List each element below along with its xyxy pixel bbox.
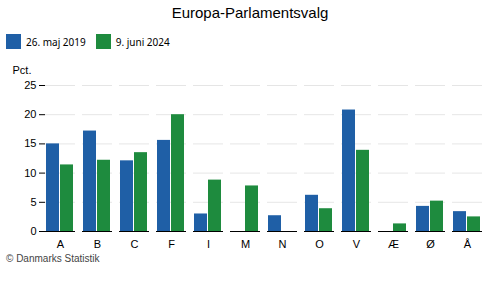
html-text:9. juni 2024: 9. juni 2024 [115, 34, 170, 49]
html-text:26. maj 2019: 26. maj 2019 [26, 34, 86, 49]
svg-text:Ø: Ø [426, 238, 435, 250]
svg-text:Æ: Æ [388, 238, 399, 250]
svg-text:N: N [279, 238, 287, 250]
html-text:Europa-Parlamentsvalg: Europa-Parlamentsvalg [171, 4, 329, 21]
svg-text:Pct.: Pct. [13, 64, 32, 76]
svg-text:I: I [207, 238, 210, 250]
svg-text:0: 0 [30, 225, 36, 237]
svg-text:F: F [168, 238, 175, 250]
svg-text:25: 25 [24, 79, 36, 91]
svg-text:Å: Å [464, 238, 472, 250]
svg-text:V: V [353, 238, 361, 250]
svg-text:5: 5 [30, 196, 36, 208]
svg-text:10: 10 [24, 167, 36, 179]
svg-text:A: A [57, 238, 65, 250]
svg-text:O: O [315, 238, 324, 250]
svg-text:M: M [241, 238, 250, 250]
svg-text:15: 15 [24, 137, 36, 149]
html-text:© Danmarks Statistik: © Danmarks Statistik [6, 253, 100, 264]
svg-text:C: C [131, 238, 139, 250]
svg-text:20: 20 [24, 108, 36, 120]
svg-text:B: B [94, 238, 101, 250]
